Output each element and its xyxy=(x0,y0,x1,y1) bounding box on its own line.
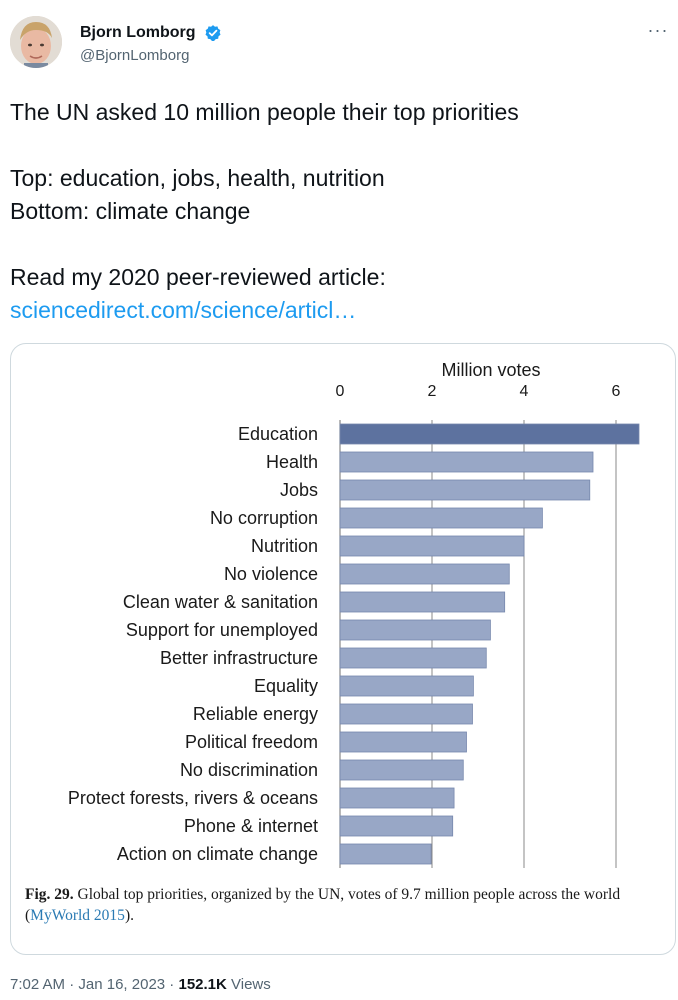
chart-bar xyxy=(339,647,487,669)
tweet-header: Bjorn Lomborg @BjornLomborg ··· xyxy=(10,14,670,78)
tweet-meta: 7:02 AM · Jan 16, 2023 · 152.1K Views xyxy=(10,976,271,993)
tweet-line: Bottom: climate change xyxy=(10,198,251,224)
chart-bar xyxy=(339,451,594,473)
chart-bar xyxy=(339,563,510,585)
display-name[interactable]: Bjorn Lomborg xyxy=(80,24,196,41)
chart-category-label: Education xyxy=(238,424,318,444)
views-label: Views xyxy=(226,976,271,993)
chart-bar xyxy=(339,703,473,725)
caption-fig-label: Fig. 29. xyxy=(25,886,74,903)
chart-category-label: Jobs xyxy=(280,480,318,500)
caption-reference-link[interactable]: MyWorld 2015 xyxy=(30,907,125,924)
chart-bar xyxy=(339,591,506,613)
chart-tick-label: 0 xyxy=(336,383,345,400)
chart-bar xyxy=(339,479,591,501)
chart-x-axis-label: Million votes xyxy=(441,360,540,380)
chart-category-label: Protect forests, rivers & oceans xyxy=(68,788,318,808)
tweet-media-image[interactable]: Education Health Jobs No corruption Nutritio… xyxy=(10,343,676,955)
avatar[interactable] xyxy=(10,16,62,68)
chart-category-label: Equality xyxy=(254,676,318,696)
meta-separator: · xyxy=(165,976,179,993)
chart-category-label: Support for unemployed xyxy=(126,620,318,640)
chart-bar xyxy=(339,815,454,837)
chart-category-label: No discrimination xyxy=(180,760,318,780)
tweet-line: Top: education, jobs, health, nutrition xyxy=(10,165,385,191)
chart-bar xyxy=(339,507,543,529)
chart-category-label: Political freedom xyxy=(185,732,318,752)
meta-separator: · xyxy=(65,976,79,993)
caption-text: Global top priorities, organized by the … xyxy=(25,886,621,924)
chart-category-label: Clean water & sanitation xyxy=(123,592,318,612)
chart-bar xyxy=(339,843,432,865)
chart-tick-label: 6 xyxy=(612,383,621,400)
chart-bar xyxy=(339,535,525,557)
caption-end: ). xyxy=(124,907,134,924)
chart-bar xyxy=(339,731,467,753)
verified-badge-icon xyxy=(204,24,222,42)
more-options-icon[interactable]: ··· xyxy=(647,20,669,40)
chart-category-label: No corruption xyxy=(210,508,318,528)
chart-category-label: No violence xyxy=(224,564,318,584)
chart-bar xyxy=(339,759,464,781)
chart-bar xyxy=(339,423,640,445)
avatar-portrait-icon xyxy=(10,16,62,68)
tweet-date[interactable]: Jan 16, 2023 xyxy=(78,976,166,993)
figure-caption: Fig. 29. Global top priorities, organize… xyxy=(25,884,665,926)
author-handle[interactable]: @BjornLomborg xyxy=(80,47,190,65)
tweet-text: The UN asked 10 million people their top… xyxy=(10,96,670,327)
priorities-bar-chart: Education Health Jobs No corruption Nutritio… xyxy=(68,360,640,868)
chart-category-label: Action on climate change xyxy=(117,844,318,864)
chart-category-label: Reliable energy xyxy=(193,704,318,724)
chart-bar xyxy=(339,787,455,809)
chart-category-label: Phone & internet xyxy=(184,816,318,836)
chart-category-label: Nutrition xyxy=(251,536,318,556)
chart-tick-label: 2 xyxy=(428,383,437,400)
chart-tick-label: 4 xyxy=(520,383,529,400)
tweet-line: The UN asked 10 million people their top… xyxy=(10,99,519,125)
author-block: Bjorn Lomborg @BjornLomborg xyxy=(80,24,222,64)
views-count: 152.1K xyxy=(178,976,227,993)
chart-bar xyxy=(339,619,491,641)
article-link[interactable]: sciencedirect.com/science/articl… xyxy=(10,297,357,323)
chart-category-label: Better infrastructure xyxy=(160,648,318,668)
chart-bar xyxy=(339,675,474,697)
chart-category-label: Health xyxy=(266,452,318,472)
tweet-line: Read my 2020 peer-reviewed article: xyxy=(10,264,386,290)
tweet-time[interactable]: 7:02 AM xyxy=(10,976,66,993)
